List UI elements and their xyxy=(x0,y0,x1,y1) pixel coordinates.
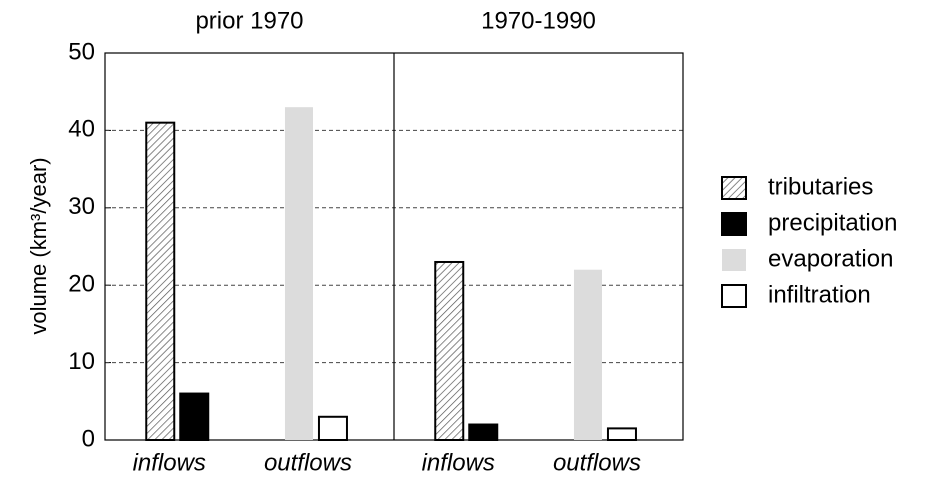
legend-label: precipitation xyxy=(768,209,897,236)
y-tick-label: 30 xyxy=(68,193,95,220)
legend-label: tributaries xyxy=(768,173,873,200)
bar xyxy=(606,427,637,442)
y-tick-label: 50 xyxy=(68,38,95,65)
y-tick-label: 40 xyxy=(68,116,95,143)
panel-title: 1970-1990 xyxy=(481,7,596,34)
x-tick-label: outflows xyxy=(264,449,352,476)
x-tick-label: outflows xyxy=(553,449,641,476)
x-tick-label: inflows xyxy=(422,449,495,476)
legend-label: evaporation xyxy=(768,245,893,272)
y-tick-label: 20 xyxy=(68,271,95,298)
bar xyxy=(468,423,499,441)
legend-swatch xyxy=(721,176,747,200)
bar xyxy=(284,107,313,441)
bar xyxy=(434,260,465,442)
y-axis-label: volume (km³/year) xyxy=(26,157,51,334)
legend-swatch xyxy=(721,284,747,308)
bar xyxy=(317,415,348,441)
bar xyxy=(179,392,210,441)
panel-title: prior 1970 xyxy=(195,7,303,34)
bar xyxy=(573,269,602,440)
y-tick-label: 0 xyxy=(82,425,95,452)
bar xyxy=(145,121,176,441)
legend-swatch xyxy=(722,249,746,271)
x-tick-label: inflows xyxy=(133,449,206,476)
legend-label: infiltration xyxy=(768,281,871,308)
y-tick-label: 10 xyxy=(68,348,95,375)
legend-swatch xyxy=(721,212,747,236)
